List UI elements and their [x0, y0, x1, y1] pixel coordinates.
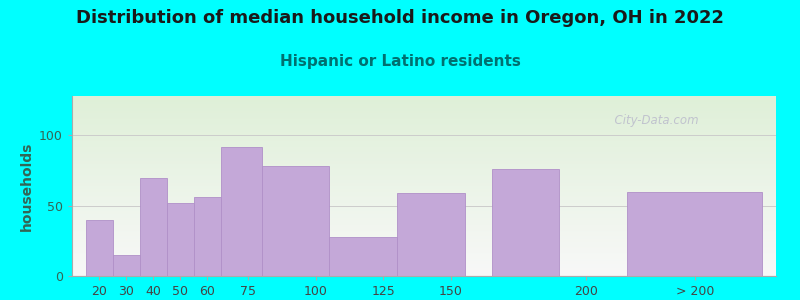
Bar [86, 220, 113, 276]
Text: Hispanic or Latino residents: Hispanic or Latino residents [279, 54, 521, 69]
Bar [113, 255, 140, 276]
Text: City-Data.com: City-Data.com [607, 114, 698, 127]
Bar [627, 192, 762, 276]
Bar [492, 169, 559, 276]
Bar [397, 193, 465, 276]
Bar [194, 197, 221, 276]
Bar [330, 237, 397, 276]
Y-axis label: households: households [19, 141, 34, 231]
Bar [221, 147, 262, 276]
Text: Distribution of median household income in Oregon, OH in 2022: Distribution of median household income … [76, 9, 724, 27]
Bar [166, 203, 194, 276]
Bar [262, 166, 330, 276]
Bar [140, 178, 166, 276]
